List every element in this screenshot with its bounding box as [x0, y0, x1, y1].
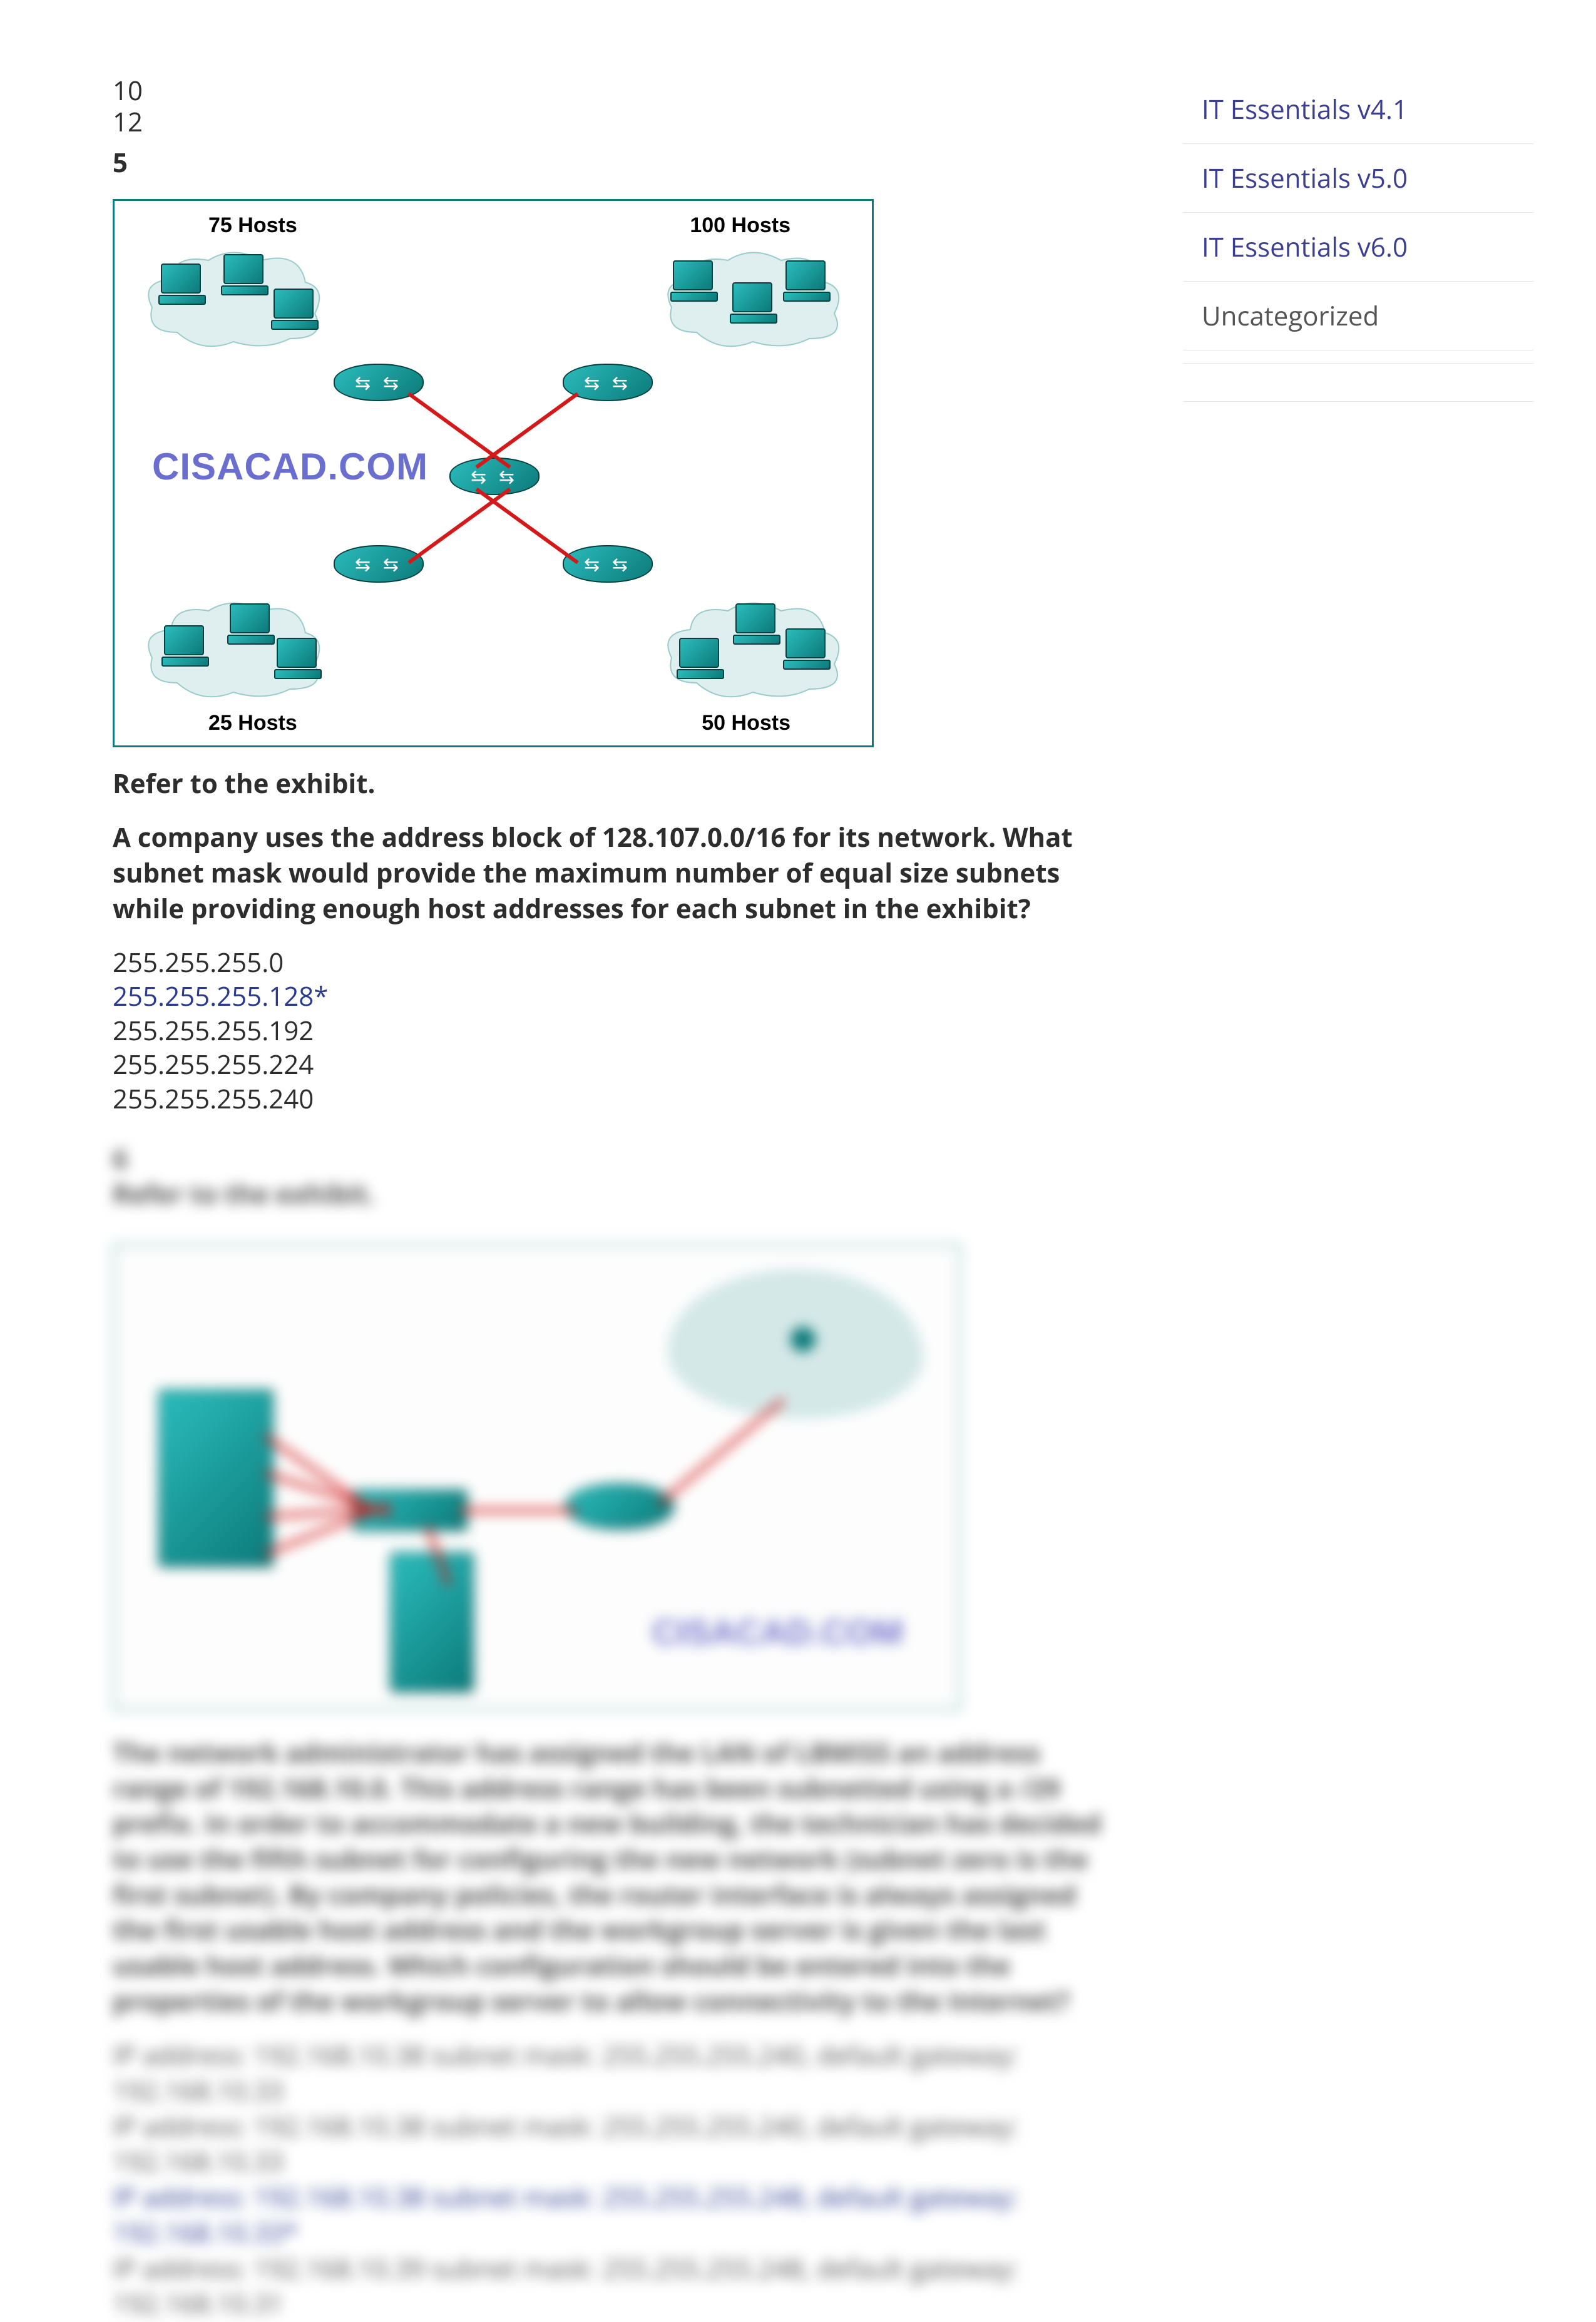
blurred-answer-option: IP address: 192.168.10.39 subnet mask: 2…	[113, 2251, 1114, 2322]
blurred-exhibit-diagram: CISACAD.COM	[113, 1244, 961, 1711]
sidebar-item-it-essentials-50[interactable]: IT Essentials v5.0	[1183, 144, 1533, 213]
label-75-hosts: 75 Hosts	[208, 213, 297, 238]
answer-option: 255.255.255.240	[113, 1082, 1114, 1117]
sidebar-item-it-essentials-60[interactable]: IT Essentials v6.0	[1183, 213, 1533, 282]
question-number: 5	[113, 145, 1114, 180]
pc-icon	[158, 263, 203, 302]
pc-icon	[677, 638, 722, 677]
pc-icon	[274, 638, 319, 677]
answer-option: 255.255.255.224	[113, 1048, 1114, 1082]
question-text: A company uses the address block of 128.…	[113, 820, 1114, 926]
sidebar-item-uncategorized[interactable]: Uncategorized	[1183, 282, 1533, 350]
pc-icon	[221, 254, 266, 293]
server-icon	[390, 1552, 474, 1692]
network-link	[459, 1508, 578, 1513]
cloud-dot-icon	[790, 1327, 816, 1352]
sidebar: IT Essentials v4.1 IT Essentials v5.0 IT…	[1183, 75, 1533, 402]
blurred-question-body: The network administrator has assigned t…	[113, 1736, 1114, 2322]
exhibit-diagram: 75 Hosts 100 Hosts 25 Hosts 50 Hosts	[113, 199, 874, 747]
blurred-question-text: The network administrator has assigned t…	[113, 1736, 1114, 2020]
pc-icon	[227, 603, 272, 642]
blurred-next-question: 6 Refer to the exhibit.	[113, 1142, 1114, 1212]
blurred-refer: Refer to the exhibit.	[113, 1177, 1114, 1212]
blurred-answer-option: IP address: 192.168.10.38 subnet mask: 2…	[113, 2038, 1114, 2109]
blurred-watermark: CISACAD.COM	[652, 1612, 903, 1652]
answer-list: 255.255.255.0 255.255.255.128* 255.255.2…	[113, 946, 1114, 1117]
blurred-answer-option: IP address: 192.168.10.38 subnet mask: 2…	[113, 2109, 1114, 2180]
sidebar-item-it-essentials-41[interactable]: IT Essentials v4.1	[1183, 75, 1533, 144]
pc-icon	[730, 282, 775, 321]
pc-icon	[783, 628, 828, 667]
network-link	[263, 1434, 369, 1509]
pc-icon	[161, 625, 207, 664]
answer-option: 255.255.255.0	[113, 946, 1114, 980]
pc-icon	[783, 260, 828, 299]
blurred-qnum: 6	[113, 1142, 1114, 1177]
pc-icon	[733, 603, 778, 642]
router-icon	[565, 1483, 674, 1530]
diagram-watermark: CISACAD.COM	[152, 445, 428, 488]
blurred-answer-correct: IP address: 192.168.10.38 subnet mask: 2…	[113, 2180, 1114, 2251]
prev-number-2: 12	[113, 106, 1114, 138]
server-rack-icon	[158, 1389, 274, 1567]
page: 10 12 5 75 Hosts 100 Hosts 25 Hosts 50 H…	[0, 0, 1596, 2065]
network-link	[658, 1398, 785, 1506]
network-link	[475, 488, 578, 564]
label-50-hosts: 50 Hosts	[702, 711, 790, 735]
label-25-hosts: 25 Hosts	[208, 711, 297, 735]
prev-number-1: 10	[113, 75, 1114, 106]
sidebar-empty-box	[1183, 363, 1533, 402]
answer-option-correct: 255.255.255.128*	[113, 979, 1114, 1014]
main-column: 10 12 5 75 Hosts 100 Hosts 25 Hosts 50 H…	[113, 75, 1114, 2322]
router-center-icon: ⇆ ⇆	[449, 458, 540, 495]
pc-icon	[670, 260, 715, 299]
refer-to-exhibit: Refer to the exhibit.	[113, 766, 1114, 802]
network-link	[407, 488, 511, 564]
network-link	[475, 392, 578, 468]
pc-icon	[271, 289, 316, 327]
label-100-hosts: 100 Hosts	[690, 213, 790, 238]
answer-option: 255.255.255.192	[113, 1014, 1114, 1048]
